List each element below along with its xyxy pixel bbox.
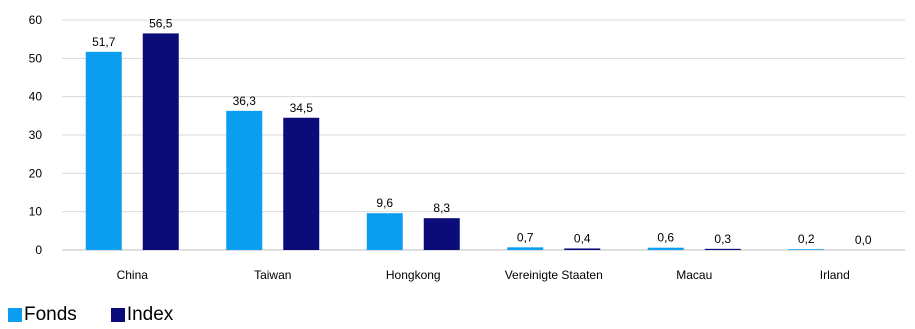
legend-item-index: Index [110, 304, 174, 326]
x-tick-label: Taiwan [254, 268, 291, 282]
x-tick-label: China [117, 268, 149, 282]
bar-index [283, 117, 320, 250]
data-label: 0,4 [574, 231, 591, 245]
y-tick-label: 60 [29, 13, 43, 27]
data-label: 51,7 [92, 35, 116, 49]
data-label: 0,2 [798, 232, 815, 246]
legend-label-index: Index [126, 304, 174, 325]
bar-chart: 0 10 20 30 40 50 60 51,7 56,5 China 36,3 34,5 Taiwan… [29, 13, 905, 282]
data-label: 0,3 [714, 232, 731, 246]
legend-swatch-fonds [8, 308, 22, 322]
x-tick-label: Macau [676, 268, 712, 282]
data-label: 8,3 [433, 201, 450, 215]
data-label: 9,6 [376, 196, 393, 210]
bar-index [142, 33, 179, 250]
data-label: 36,3 [233, 94, 257, 108]
legend: Fonds Index [8, 304, 207, 326]
y-tick-label: 20 [29, 166, 43, 180]
data-label: 0,0 [855, 233, 872, 247]
bar-fonds [507, 247, 544, 250]
data-label: 0,6 [657, 231, 674, 245]
data-label: 0,7 [517, 230, 534, 244]
bar-index [564, 248, 601, 250]
data-label: 56,5 [149, 16, 173, 30]
x-tick-label: Irland [820, 268, 850, 282]
y-tick-label: 30 [29, 128, 43, 142]
y-tick-label: 50 [29, 51, 43, 65]
x-tick-label: Vereinigte Staaten [505, 268, 603, 282]
y-tick-label: 40 [29, 90, 43, 104]
bar-fonds [366, 213, 403, 250]
bar-fonds [226, 110, 263, 250]
bar-fonds [788, 249, 825, 250]
x-tick-label: Hongkong [386, 268, 441, 282]
bar-fonds [647, 247, 684, 250]
legend-swatch-index [110, 308, 125, 322]
y-tick-label: 10 [29, 205, 43, 219]
bar-index [704, 248, 741, 250]
bar-index [423, 218, 460, 250]
legend-item-fonds: Fonds [8, 304, 77, 326]
legend-label-fonds: Fonds [24, 304, 77, 325]
data-label: 34,5 [290, 101, 314, 115]
y-tick-label: 0 [35, 243, 42, 257]
bar-fonds [85, 51, 122, 250]
